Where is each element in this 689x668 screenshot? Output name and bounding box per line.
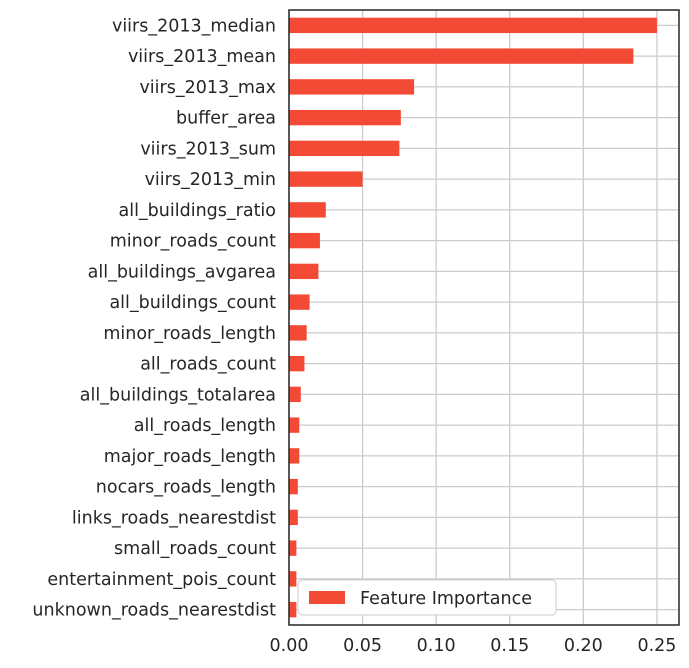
x-tick-label: 0.00 bbox=[270, 636, 309, 656]
bar-links-roads-nearestdist bbox=[289, 509, 298, 526]
category-label: minor_roads_count bbox=[110, 232, 276, 252]
category-label: all_roads_count bbox=[140, 355, 276, 375]
bar-buffer-area bbox=[289, 109, 401, 126]
bar-minor-roads-count bbox=[289, 232, 320, 249]
category-label: all_buildings_avgarea bbox=[88, 262, 276, 282]
legend-label: Feature Importance bbox=[360, 589, 532, 609]
x-tick-label: 0.10 bbox=[417, 636, 456, 656]
bar-viirs-2013-sum bbox=[289, 140, 400, 157]
category-label: all_roads_length bbox=[134, 416, 276, 436]
category-label: viirs_2013_max bbox=[139, 78, 276, 98]
bar-all-buildings-count bbox=[289, 294, 310, 310]
x-tick-label: 0.05 bbox=[343, 636, 382, 656]
category-label: viirs_2013_min bbox=[145, 170, 276, 190]
category-label: minor_roads_length bbox=[103, 324, 276, 344]
category-label: nocars_roads_length bbox=[96, 478, 276, 498]
bar-viirs-2013-min bbox=[289, 171, 363, 187]
category-label: small_roads_count bbox=[114, 539, 276, 559]
category-label: unknown_roads_nearestdist bbox=[32, 601, 276, 621]
x-tick-labels: 0.00 0.05 0.10 0.15 0.20 0.25 bbox=[270, 636, 677, 656]
category-label: entertainment_pois_count bbox=[47, 570, 276, 590]
category-label: all_buildings_count bbox=[109, 293, 276, 313]
category-label: viirs_2013_mean bbox=[128, 47, 276, 67]
bar-all-buildings-ratio bbox=[289, 202, 326, 218]
bar-viirs-2013-median bbox=[289, 17, 657, 34]
bar-all-roads-count bbox=[289, 355, 305, 372]
category-label: buffer_area bbox=[176, 109, 276, 129]
legend: Feature Importance bbox=[297, 579, 557, 616]
plot-frame bbox=[288, 9, 680, 626]
category-label: all_buildings_totalarea bbox=[80, 385, 276, 405]
legend-box bbox=[297, 579, 557, 616]
category-label: all_buildings_ratio bbox=[118, 201, 276, 221]
bar-unknown-roads-nearestdist bbox=[289, 601, 297, 618]
bar-major-roads-length bbox=[289, 448, 300, 464]
category-label: links_roads_nearestdist bbox=[72, 508, 276, 528]
bar-layer bbox=[289, 17, 657, 618]
bar-viirs-2013-mean bbox=[289, 48, 634, 64]
bar-small-roads-count bbox=[289, 540, 297, 556]
bar-all-roads-length bbox=[289, 417, 300, 433]
legend-swatch bbox=[309, 591, 345, 604]
bar-all-buildings-totalarea bbox=[289, 386, 301, 403]
grid-layer bbox=[288, 10, 679, 625]
bar-minor-roads-length bbox=[289, 325, 307, 341]
category-label: major_roads_length bbox=[104, 447, 276, 467]
bar-viirs-2013-max bbox=[289, 79, 415, 95]
category-label: viirs_2013_sum bbox=[140, 139, 276, 159]
category-labels: viirs_2013_median viirs_2013_mean viirs_20… bbox=[32, 16, 276, 620]
bar-nocars-roads-length bbox=[289, 478, 298, 495]
x-tick-label: 0.15 bbox=[490, 636, 529, 656]
category-label: viirs_2013_median bbox=[112, 16, 276, 36]
x-tick-label: 0.25 bbox=[637, 636, 676, 656]
bar-entertainment-pois-count bbox=[289, 571, 297, 587]
bar-all-buildings-avgarea bbox=[289, 263, 319, 280]
x-tick-label: 0.20 bbox=[564, 636, 603, 656]
